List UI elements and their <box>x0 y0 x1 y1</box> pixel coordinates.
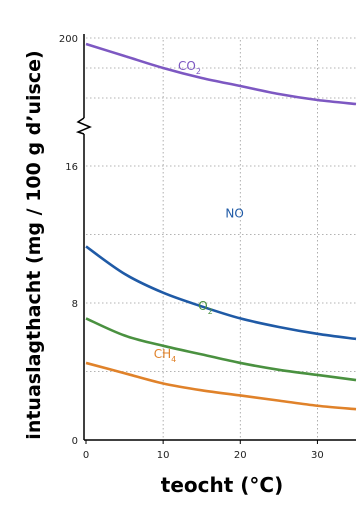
y-tick-label: 16 <box>65 162 78 173</box>
x-tick-label: 30 <box>311 450 324 461</box>
x-axis-title: teocht (°C) <box>161 473 283 497</box>
axes <box>75 34 356 441</box>
series-label: CH4 <box>154 347 177 364</box>
grid <box>86 37 356 440</box>
series-label: O2 <box>198 299 213 316</box>
series-labels: CO2 NO O2 CH4 <box>154 59 244 364</box>
y-tick-label: 200 <box>59 34 78 45</box>
series-line-o2 <box>85 317 357 382</box>
series-line-co2 <box>85 42 357 106</box>
series-label: CO2 <box>178 59 201 76</box>
x-tick-label: 0 <box>83 450 89 461</box>
x-tick-label: 20 <box>234 450 247 461</box>
axis-break-symbol <box>75 117 92 135</box>
series-line-ch4 <box>85 361 357 411</box>
x-tick-label: 10 <box>157 450 170 461</box>
series-label: NO <box>225 206 243 220</box>
y-axis-title: intuaslagthacht (mg / 100 g d’uisce) <box>23 50 45 439</box>
y-tick-label: 8 <box>72 299 78 310</box>
series-lines <box>85 42 357 411</box>
y-tick-label: 0 <box>72 436 78 447</box>
series-line-no <box>85 245 357 341</box>
